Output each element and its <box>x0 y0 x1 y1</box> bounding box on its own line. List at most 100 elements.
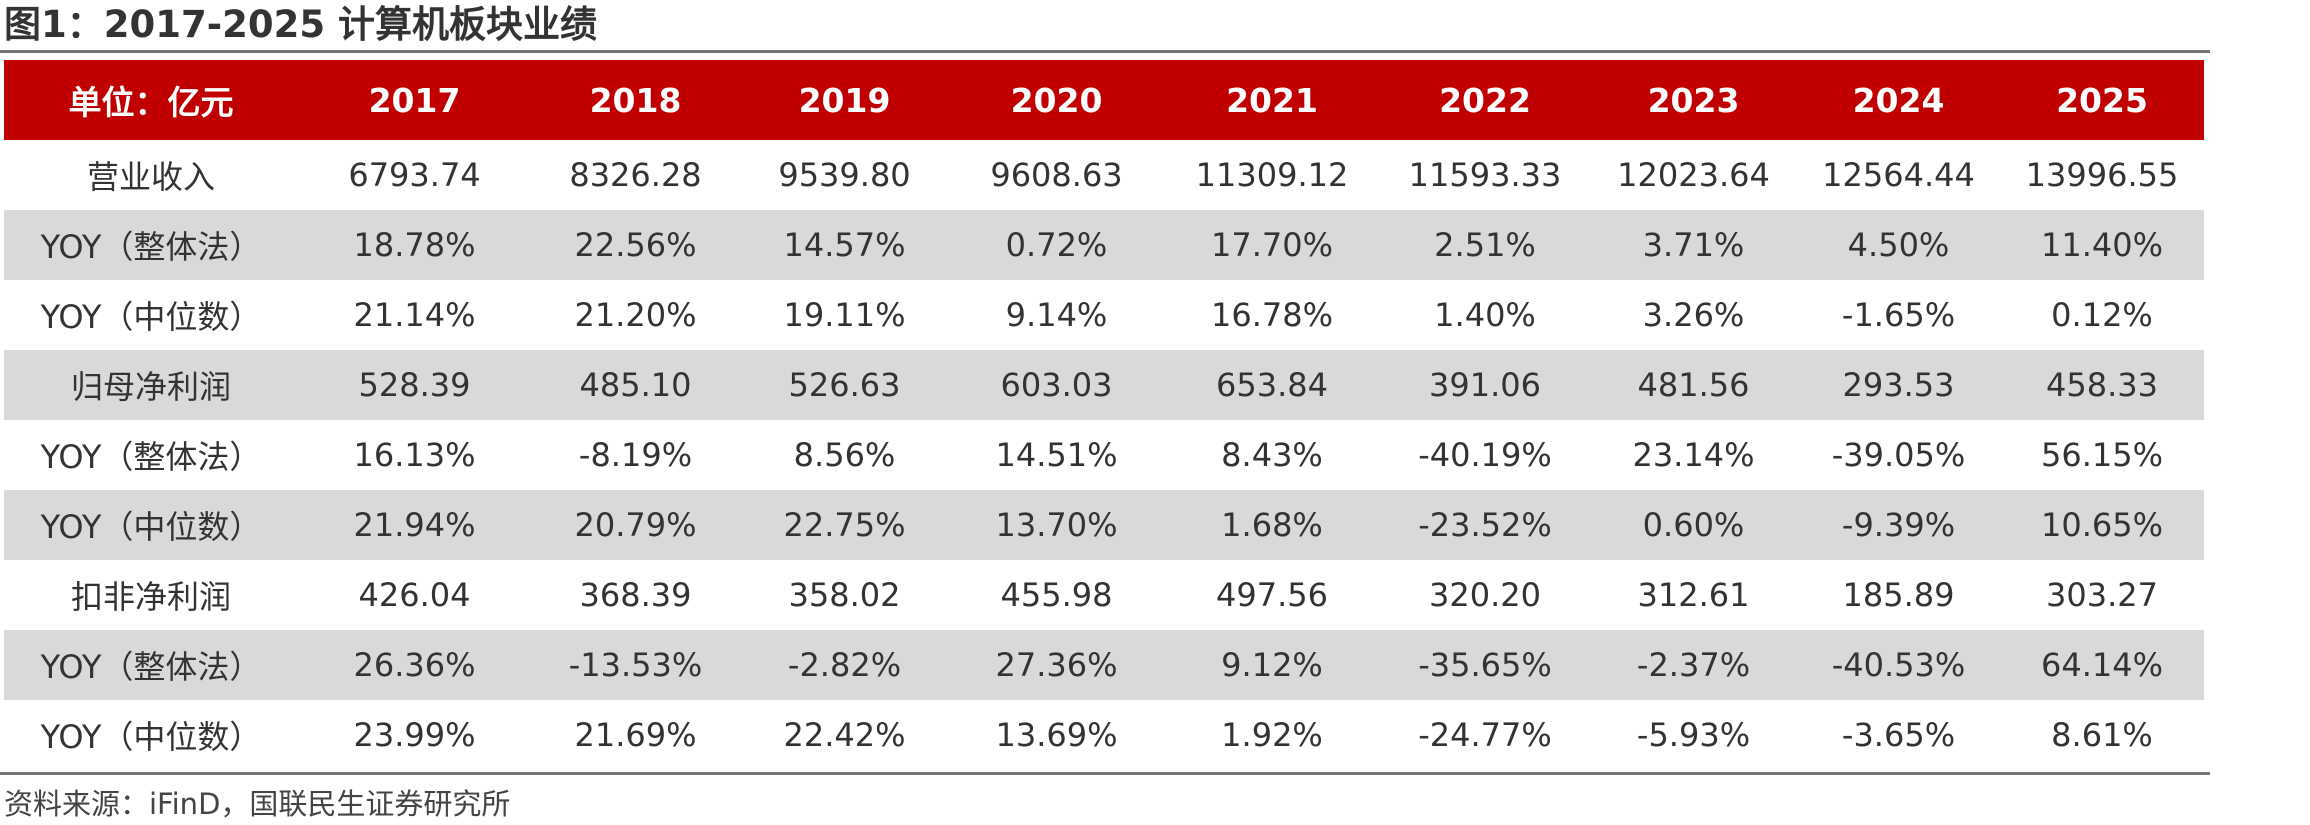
cell: 0.60% <box>1590 490 1797 560</box>
cell: -23.52% <box>1380 490 1590 560</box>
column-header: 2017 <box>298 60 531 140</box>
row-label: YOY（中位数） <box>40 718 262 756</box>
column-header: 2018 <box>531 60 740 140</box>
cell: 303.27 <box>2046 576 2158 614</box>
cell: 8326.28 <box>569 156 702 194</box>
cell: 21.94% <box>298 490 531 560</box>
cell: 23.99% <box>353 716 476 754</box>
cell: 22.75% <box>740 490 949 560</box>
cell: 485.10 <box>531 350 740 420</box>
cell: 23.14% <box>1632 436 1755 474</box>
cell: 16.78% <box>1210 296 1333 334</box>
cell: -13.53% <box>531 630 740 700</box>
cell: 391.06 <box>1380 350 1590 420</box>
cell: 8.43% <box>1221 436 1323 474</box>
cell: 185.89 <box>1842 576 1955 614</box>
cell: -24.77% <box>1418 716 1552 754</box>
table-row: YOY（中位数） 23.99% 21.69% 22.42% 13.69% 1.92% -24… <box>4 700 2204 770</box>
cell: 16.13% <box>353 436 476 474</box>
cell: 426.04 <box>358 576 471 614</box>
cell: 497.56 <box>1216 576 1328 614</box>
table: 单位：亿元 2017 2018 2019 2020 2021 2022 2023 2024 202… <box>4 60 2204 770</box>
column-header: 2021 <box>1164 60 1380 140</box>
column-header: 2023 <box>1590 60 1797 140</box>
table-row: 营业收入 6793.74 8326.28 9539.80 9608.63 11309.12… <box>4 140 2204 210</box>
cell: 9.12% <box>1164 630 1380 700</box>
cell: 8.56% <box>793 436 896 474</box>
cell: 26.36% <box>298 630 531 700</box>
cell: 0.12% <box>2051 296 2153 334</box>
cell: 56.15% <box>2040 436 2163 474</box>
cell: 10.65% <box>2000 490 2204 560</box>
cell: 21.69% <box>574 716 697 754</box>
cell: -3.65% <box>1841 716 1956 754</box>
rule <box>0 772 2210 775</box>
cell: -40.53% <box>1797 630 2000 700</box>
source: 资料来源：iFinD，国联民生证券研究所 <box>4 787 511 821</box>
cell: 64.14% <box>2000 630 2204 700</box>
cell: 27.36% <box>949 630 1164 700</box>
cell: 3.71% <box>1590 210 1797 280</box>
column-header: 单位：亿元 <box>4 60 298 140</box>
column-header: 2024 <box>1797 60 2000 140</box>
cell: -39.05% <box>1831 436 1966 474</box>
cell: 1.68% <box>1164 490 1380 560</box>
cell: 358.02 <box>788 576 901 614</box>
cell: -1.65% <box>1841 296 1956 334</box>
cell: 6793.74 <box>348 156 481 194</box>
cell: 526.63 <box>740 350 949 420</box>
cell: 368.39 <box>579 576 692 614</box>
cell: 11309.12 <box>1195 156 1349 194</box>
row-label: YOY（整体法） <box>4 210 298 280</box>
cell: 312.61 <box>1637 576 1750 614</box>
cell: 9.14% <box>1005 296 1108 334</box>
cell: 3.26% <box>1642 296 1745 334</box>
cell: 17.70% <box>1164 210 1380 280</box>
row-label: 扣非净利润 <box>70 578 231 616</box>
cell: 14.51% <box>995 436 1118 474</box>
cell: 653.84 <box>1164 350 1380 420</box>
cell: 458.33 <box>2000 350 2204 420</box>
cell: 9608.63 <box>990 156 1123 194</box>
cell: -8.19% <box>578 436 693 474</box>
table-row: 归母净利润 528.39 485.10 526.63 603.03 653.84 391.0… <box>4 350 2204 420</box>
cell: 4.50% <box>1797 210 2000 280</box>
cell: 14.57% <box>740 210 949 280</box>
cell: 603.03 <box>949 350 1164 420</box>
cell: 13996.55 <box>2025 156 2179 194</box>
column-header: 2020 <box>949 60 1164 140</box>
row-label: YOY（中位数） <box>40 298 262 336</box>
row-label: 营业收入 <box>86 158 215 196</box>
cell: 19.11% <box>783 296 906 334</box>
cell: -5.93% <box>1636 716 1751 754</box>
cell: 8.61% <box>2051 716 2153 754</box>
cell: 20.79% <box>531 490 740 560</box>
cell: 21.14% <box>353 296 476 334</box>
cell: 293.53 <box>1797 350 2000 420</box>
cell: 1.40% <box>1434 296 1536 334</box>
cell: 320.20 <box>1429 576 1541 614</box>
row-label: 归母净利润 <box>4 350 298 420</box>
cell: 9539.80 <box>778 156 911 194</box>
cell: -9.39% <box>1797 490 2000 560</box>
row-label: YOY（整体法） <box>4 630 298 700</box>
header-row: 单位：亿元 2017 2018 2019 2020 2021 2022 2023 2024 202… <box>4 60 2204 140</box>
cell: 13.69% <box>995 716 1118 754</box>
cell: -40.19% <box>1418 436 1552 474</box>
table-row: 扣非净利润 426.04 368.39 358.02 455.98 497.56 320.2… <box>4 560 2204 630</box>
cell: 12564.44 <box>1822 156 1975 194</box>
cell: 21.20% <box>574 296 697 334</box>
cell: 0.72% <box>949 210 1164 280</box>
cell: 481.56 <box>1590 350 1797 420</box>
column-header: 2025 <box>2000 60 2204 140</box>
rule <box>0 50 2210 53</box>
cell: 1.92% <box>1221 716 1323 754</box>
cell: 18.78% <box>298 210 531 280</box>
cell: 12023.64 <box>1617 156 1770 194</box>
table-row: YOY（中位数） 21.94% 20.79% 22.75% 13.70% 1.68% -23… <box>4 490 2204 560</box>
cell: 11593.33 <box>1408 156 1562 194</box>
column-header: 2022 <box>1380 60 1590 140</box>
table-row: YOY（整体法） 18.78% 22.56% 14.57% 0.72% 17.70% 2.5… <box>4 210 2204 280</box>
cell: 455.98 <box>1000 576 1113 614</box>
